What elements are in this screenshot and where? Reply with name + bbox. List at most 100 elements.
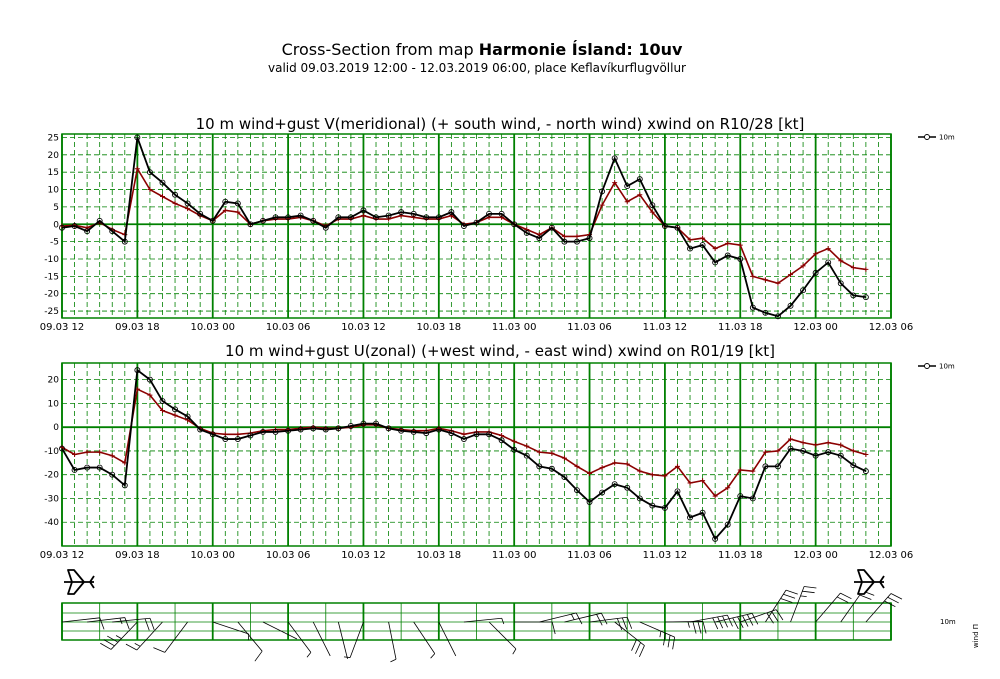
series-point-wind xyxy=(297,426,304,433)
series-point-gust xyxy=(838,258,844,264)
series-point-gust xyxy=(574,463,580,469)
series-point-gust xyxy=(687,480,693,486)
wind-barb xyxy=(614,621,645,658)
y-tick-label: 20 xyxy=(48,376,60,386)
series-point-wind xyxy=(712,535,719,542)
x-tick-label: 09.03 18 xyxy=(115,550,160,561)
x-tick-label: 10.03 12 xyxy=(341,550,386,561)
series-point-gust xyxy=(800,440,806,446)
series-point-gust xyxy=(737,467,743,473)
series-point-wind xyxy=(423,430,430,437)
series-point-wind xyxy=(460,436,467,443)
series-point-wind xyxy=(661,505,668,511)
x-tick-label: 11.03 18 xyxy=(718,322,763,333)
series-point-gust xyxy=(750,468,756,474)
wind-barb xyxy=(589,616,633,631)
wind-barb xyxy=(740,609,784,624)
bottom-axis-label: wind Π xyxy=(972,624,980,648)
series-point-gust xyxy=(725,240,731,246)
series-point-gust xyxy=(185,206,191,212)
y-tick-label: 0 xyxy=(53,220,59,230)
bottom-legend-label: 10m xyxy=(940,618,956,626)
series-line-wind xyxy=(61,368,867,541)
x-tick-label: 12.03 00 xyxy=(793,322,838,333)
series-point-wind xyxy=(636,495,643,502)
wind-barb xyxy=(262,621,298,640)
y-tick-label: 15 xyxy=(48,168,59,178)
series-point-gust xyxy=(712,246,718,252)
series-point-gust xyxy=(662,473,668,479)
series-point-wind xyxy=(197,426,204,433)
series-point-wind xyxy=(611,155,618,162)
series-point-wind xyxy=(724,521,731,528)
x-tick-label: 12.03 00 xyxy=(793,550,838,561)
x-tick-label: 10.03 06 xyxy=(266,550,311,561)
series-point-wind xyxy=(486,210,493,217)
series-point-gust xyxy=(109,453,115,459)
x-tick-label: 11.03 00 xyxy=(492,322,537,333)
series-point-gust xyxy=(788,272,794,278)
series-point-gust xyxy=(700,478,706,484)
series-point-wind xyxy=(234,200,241,207)
wind-barb xyxy=(639,621,676,650)
y-tick-label: 25 xyxy=(48,133,59,143)
y-tick-label: -20 xyxy=(44,290,59,300)
series-point-gust xyxy=(700,235,706,241)
series-point-gust xyxy=(599,465,605,471)
wind-barb xyxy=(438,621,457,657)
airplane-shape xyxy=(64,569,95,595)
series-point-wind xyxy=(373,214,379,221)
series-point-gust xyxy=(461,431,467,437)
x-tick-label: 11.03 06 xyxy=(567,550,612,561)
series-point-wind xyxy=(398,209,405,216)
series-point-wind xyxy=(561,474,568,481)
y-tick-label: 20 xyxy=(48,151,60,161)
series-point-wind xyxy=(800,447,807,454)
series-point-wind xyxy=(574,487,580,494)
y-tick-label: 10 xyxy=(48,186,60,196)
wind-barb xyxy=(790,586,817,623)
series-point-wind xyxy=(825,259,832,266)
series-point-wind xyxy=(825,449,832,456)
series-point-wind xyxy=(850,462,857,469)
series-point-wind xyxy=(398,427,405,434)
series-point-gust xyxy=(649,209,655,215)
wind-barb xyxy=(689,614,733,630)
series-point-wind xyxy=(523,452,530,459)
series-point-wind xyxy=(775,463,781,470)
series-point-wind xyxy=(197,210,204,217)
y-tick-label: -5 xyxy=(50,238,59,248)
y-tick-label: -10 xyxy=(44,255,59,265)
wind-barb xyxy=(865,593,903,623)
y-tick-label: 0 xyxy=(53,423,59,433)
series-point-wind xyxy=(712,259,719,266)
wind-barb xyxy=(388,621,397,663)
series-point-wind xyxy=(737,493,744,500)
series-point-gust xyxy=(737,242,743,248)
series-point-wind xyxy=(59,445,65,452)
series-point-wind xyxy=(260,428,266,435)
wind-barb-panel xyxy=(61,569,903,663)
series-point-gust xyxy=(147,187,153,193)
chart2-title: 10 m wind+gust U(zonal) (+west wind, - e… xyxy=(225,342,775,360)
figure-subtitle: valid 09.03.2019 12:00 - 12.03.2019 06:0… xyxy=(268,61,686,75)
series-point-wind xyxy=(762,309,769,316)
series-point-wind xyxy=(84,464,91,471)
series-point-wind xyxy=(385,425,392,432)
series-point-wind xyxy=(310,425,317,432)
series-point-gust xyxy=(788,436,794,442)
series-point-wind xyxy=(435,426,442,433)
series-point-wind xyxy=(209,217,216,224)
wind-barb xyxy=(312,621,331,657)
series-point-gust xyxy=(499,432,505,438)
series-point-wind xyxy=(59,224,65,231)
series-point-gust xyxy=(599,202,605,208)
series-point-gust xyxy=(762,449,768,455)
series-point-gust xyxy=(536,232,542,238)
series-point-wind xyxy=(322,224,329,231)
series-point-wind xyxy=(699,242,706,249)
series-point-wind xyxy=(172,406,178,413)
wind-barb xyxy=(100,621,138,650)
figure-title: Cross-Section from map Harmonie Ísland: … xyxy=(282,40,683,59)
